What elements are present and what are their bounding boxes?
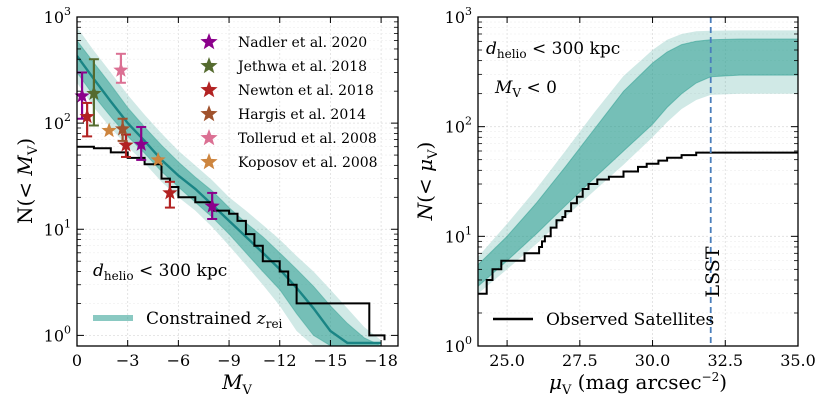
right-annotation-mv: MV < 0 [494, 78, 557, 100]
right-observed-line [478, 151, 798, 295]
left-axes-frame [76, 16, 399, 347]
legend-item-tollerud: Tollerud et al. 2008 [200, 129, 377, 147]
right-legend: Observed Satellites [493, 310, 714, 330]
data-star-4 [113, 62, 129, 77]
right-x-axis-label: μV (mag arcsec−2) [549, 370, 727, 398]
legend-star-newton [200, 81, 218, 98]
right-x-tick-label: 30.0 [635, 351, 671, 370]
left-y-tick-label: 102 [44, 111, 71, 133]
legend-label-newton: Newton et al. 2018 [238, 83, 374, 99]
legend-item-nadler: Nadler et al. 2020 [200, 33, 367, 51]
legend-label-observed: Observed Satellites [546, 310, 714, 330]
right-y-tick-label: 101 [445, 224, 472, 246]
left-y-axis-label: N(< MV) [13, 138, 41, 224]
left-x-tick-label: −18 [364, 351, 398, 370]
right-y-tick-label: 103 [445, 5, 472, 27]
left-band-outer [77, 27, 382, 346]
legend-star-jethwa [200, 57, 218, 74]
right-annotation-dhelio: dhelio < 300 kpc [486, 39, 620, 61]
right-x-tick-label: 32.5 [707, 351, 743, 370]
data-star-5 [101, 122, 117, 138]
data-star-0 [133, 136, 149, 151]
legend-item-constrained: Constrained zrei [93, 309, 283, 331]
left-legend: Nadler et al. 2020 Jethwa et al. 2018 Ne… [93, 33, 378, 331]
legend-star-tollerud [200, 129, 218, 146]
data-star-3 [115, 121, 131, 136]
legend-label-tollerud: Tollerud et al. 2008 [238, 131, 377, 147]
legend-label-jethwa: Jethwa et al. 2018 [236, 59, 367, 75]
left-y-tick-label: 103 [44, 5, 71, 27]
left-x-axis-label: MV [221, 370, 252, 398]
right-x-tick-label: 27.5 [562, 351, 598, 370]
data-star-0 [204, 198, 220, 213]
lsst-label: LSST [702, 246, 724, 297]
legend-label-koposov: Koposov et al. 2008 [238, 155, 378, 171]
legend-label-constrained: Constrained zrei [146, 309, 283, 331]
left-annotation-dhelio: dhelio < 300 kpc [93, 261, 227, 283]
right-y-axis-label: N(< μV) [413, 142, 441, 222]
data-star-2 [79, 108, 95, 124]
left-x-axis-label-sub: V [242, 383, 253, 398]
right-x-tick-label: 25.0 [489, 351, 525, 370]
left-x-tick-label: −12 [263, 351, 297, 370]
data-star-5 [150, 151, 166, 167]
right-ticks: 25.0 27.5 30.0 32.5 35.0 100 101 102 103 [445, 5, 816, 370]
right-axes-frame [477, 16, 799, 347]
data-star-2 [162, 184, 178, 200]
data-star-1 [86, 85, 102, 100]
left-y-tick-label: 100 [44, 323, 71, 345]
left-x-tick-label: −6 [167, 351, 191, 370]
left-y-tick-label: 101 [44, 217, 71, 239]
left-literature-points [74, 52, 220, 220]
legend-star-hargis [200, 105, 218, 122]
right-band-inner [478, 38, 798, 287]
left-x-tick-label: −9 [217, 351, 241, 370]
legend-label-hargis: Hargis et al. 2014 [238, 107, 366, 123]
legend-star-koposov [200, 153, 218, 170]
legend-star-nadler [200, 33, 218, 50]
legend-item-koposov: Koposov et al. 2008 [200, 153, 378, 171]
legend-item-hargis: Hargis et al. 2014 [200, 105, 366, 123]
legend-item-jethwa: Jethwa et al. 2018 [200, 57, 367, 75]
right-y-tick-label: 100 [445, 334, 472, 356]
legend-label-nadler: Nadler et al. 2020 [238, 35, 367, 51]
right-x-tick-label: 35.0 [780, 351, 816, 370]
right-chart: 25.0 27.5 30.0 32.5 35.0 100 101 102 103 LSST μV… [413, 5, 816, 398]
right-y-tick-label: 102 [445, 115, 472, 137]
data-star-0 [74, 88, 90, 103]
left-x-tick-label: −15 [314, 351, 348, 370]
left-observed-line [77, 145, 386, 341]
left-x-tick-label: 0 [72, 351, 82, 370]
data-star-2 [118, 137, 134, 152]
left-x-tick-label: −3 [116, 351, 140, 370]
left-y-axis-label-sub: V [26, 145, 41, 156]
left-ticks: 0 −3 −6 −9 −12 −15 −18 100 101 102 103 [44, 5, 398, 370]
right-bands [478, 17, 798, 346]
legend-item-newton: Newton et al. 2018 [200, 81, 374, 99]
